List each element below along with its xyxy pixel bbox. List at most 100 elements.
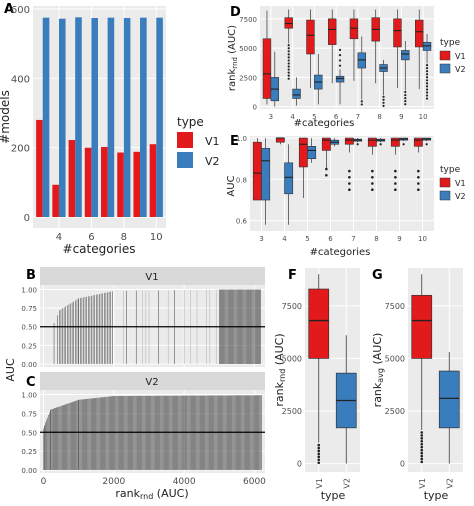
panel-a-x-tick-label: 6 [88, 232, 94, 243]
panel-g-y-ticks: 0 2500 5000 7500 [385, 302, 405, 469]
panel-a-x-ticks: 4 6 8 10 [56, 232, 163, 243]
panel-a-bar-v2 [107, 17, 115, 217]
panel-a-y-tick-label: 0 [24, 213, 30, 224]
pD-outlier [404, 100, 407, 103]
panel-f-y-label-sub: rnd [278, 369, 287, 382]
pD-outlier [287, 50, 290, 53]
pD-x-tick-label: 4 [290, 113, 295, 121]
panel-a-legend-label-v1: V1 [205, 135, 220, 148]
panel-g-x-label: type [424, 489, 449, 502]
panel-a-x-tick-label: 10 [150, 232, 163, 243]
panel-bc-x-tick-label: 0 [41, 477, 47, 487]
pE-outlier [371, 182, 374, 185]
panel-d-y-label-sub: rnd [231, 57, 239, 69]
panel-e-y-label: AUC [226, 175, 237, 196]
pF-outlier [317, 455, 321, 459]
panel-bc-y-tick-label: 0.00 [21, 467, 37, 475]
pE-y-tick-label: 0.6 [236, 218, 248, 226]
panel-bc-y-tick-label: 0.75 [21, 410, 37, 418]
panel-letter-d: D [230, 5, 241, 20]
pD-outlier [287, 53, 290, 56]
pE-x-tick-label: 8 [374, 235, 378, 243]
pG-y-tick-label: 5000 [385, 354, 405, 363]
pD-outlier [425, 88, 429, 91]
panel-a: A 0 200 400 600 4 6 8 10 #categories #models t… [0, 2, 220, 256]
pE-box-v1 [275, 137, 285, 143]
panel-e-legend: type V1 V2 [439, 165, 466, 201]
pD-outlier [338, 54, 342, 57]
pD-outlier [425, 70, 429, 73]
panel-letter-a: A [4, 2, 14, 17]
pD-outlier [287, 44, 290, 47]
pD-outlier [287, 65, 290, 68]
pE-box-v1 [344, 137, 354, 145]
pG-outlier [420, 460, 424, 464]
pD-outlier [382, 101, 385, 104]
panel-d-legend-swatch-v1 [439, 50, 451, 61]
pG-box-v1 [411, 294, 433, 359]
pE-outlier [348, 169, 351, 173]
pD-outlier [287, 47, 290, 50]
panel-a-bar-v2 [42, 17, 50, 217]
panel-g-y-label-sub: avg [376, 368, 385, 383]
panel-bc-y-tick-label: 0.00 [21, 361, 37, 369]
pD-outlier [425, 82, 429, 85]
pD-outlier [287, 71, 290, 74]
panel-bc-y-tick-label: 1.00 [21, 286, 37, 294]
panel-a-bar-v2 [75, 17, 82, 217]
pE-outlier [394, 176, 397, 179]
pG-y-tick-label: 7500 [385, 302, 405, 311]
panel-b-strip-label: V1 [145, 272, 158, 283]
pD-box-v1 [393, 18, 402, 48]
pE-x-tick-label: 5 [305, 235, 309, 243]
panel-bc-x-label-main: rank [115, 487, 140, 500]
pD-outlier [404, 90, 407, 94]
pF-y-tick-label: 5000 [282, 354, 302, 363]
pG-outlier [420, 457, 424, 461]
panel-e-y-ticks: 0.6 0.8 1.0 [236, 135, 248, 226]
panel-letter-c: C [26, 375, 36, 390]
panel-e-legend-swatch-v2 [439, 190, 451, 201]
panel-e-plot-area [250, 136, 434, 231]
pE-outlier [417, 169, 420, 173]
pE-outlier [394, 188, 397, 191]
pE-outlier [417, 182, 420, 185]
panel-g-y-label-main: rank [371, 382, 384, 407]
pD-y-tick-label: 7500 [239, 16, 257, 24]
pD-outlier [425, 85, 429, 88]
pD-box-v1 [414, 19, 424, 48]
panel-a-x-tick-label: 8 [121, 232, 127, 243]
pD-box-v1 [327, 18, 337, 45]
panel-bc-x-tick-label: 4000 [173, 477, 196, 487]
panel-f: F 0 2500 5000 7500 V1 V2 type rankrnd (AUC) [273, 268, 360, 502]
pE-y-tick-label: 0.8 [236, 176, 247, 184]
pE-outlier [417, 176, 420, 179]
pE-box-v1 [252, 141, 262, 201]
panel-a-bar-v2 [58, 18, 66, 218]
panel-bc: B C V1 V2 0.000.250.500.751.000.000.250.… [4, 267, 266, 501]
pD-box-v1 [284, 17, 293, 29]
panel-d-y-ticks: 0 2500 5000 7500 [239, 16, 257, 112]
pF-outlier [317, 458, 321, 462]
pG-x-tick-label: V1 [418, 478, 427, 489]
panel-bc-y-tick-label: 0.50 [21, 324, 37, 332]
pD-outlier [287, 68, 290, 71]
pE-x-tick-label: 3 [259, 235, 263, 243]
panel-a-bar-v1 [117, 152, 124, 217]
panel-g-boxes [411, 274, 460, 464]
pD-box-v1 [306, 19, 315, 55]
pD-outlier [287, 74, 290, 77]
panel-f-boxes [308, 274, 357, 465]
panel-bc-y-tick-label: 0.50 [21, 429, 37, 437]
panel-letter-g: G [372, 268, 383, 283]
panel-a-bars [36, 17, 163, 218]
pD-y-tick-label: 2500 [239, 74, 257, 82]
pD-outlier [425, 79, 429, 82]
panel-g: G 0 2500 5000 7500 V1 V2 type rankavg (AUC) [371, 268, 463, 502]
panel-a-bar-v1 [36, 119, 43, 217]
panel-bc-x-tick-label: 2000 [102, 477, 125, 487]
panel-e-legend-title: type [440, 165, 461, 175]
panel-a-bar-v2 [123, 18, 131, 217]
panel-a-legend: type V1 V2 [177, 115, 220, 168]
pF-y-tick-label: 2500 [282, 407, 302, 416]
